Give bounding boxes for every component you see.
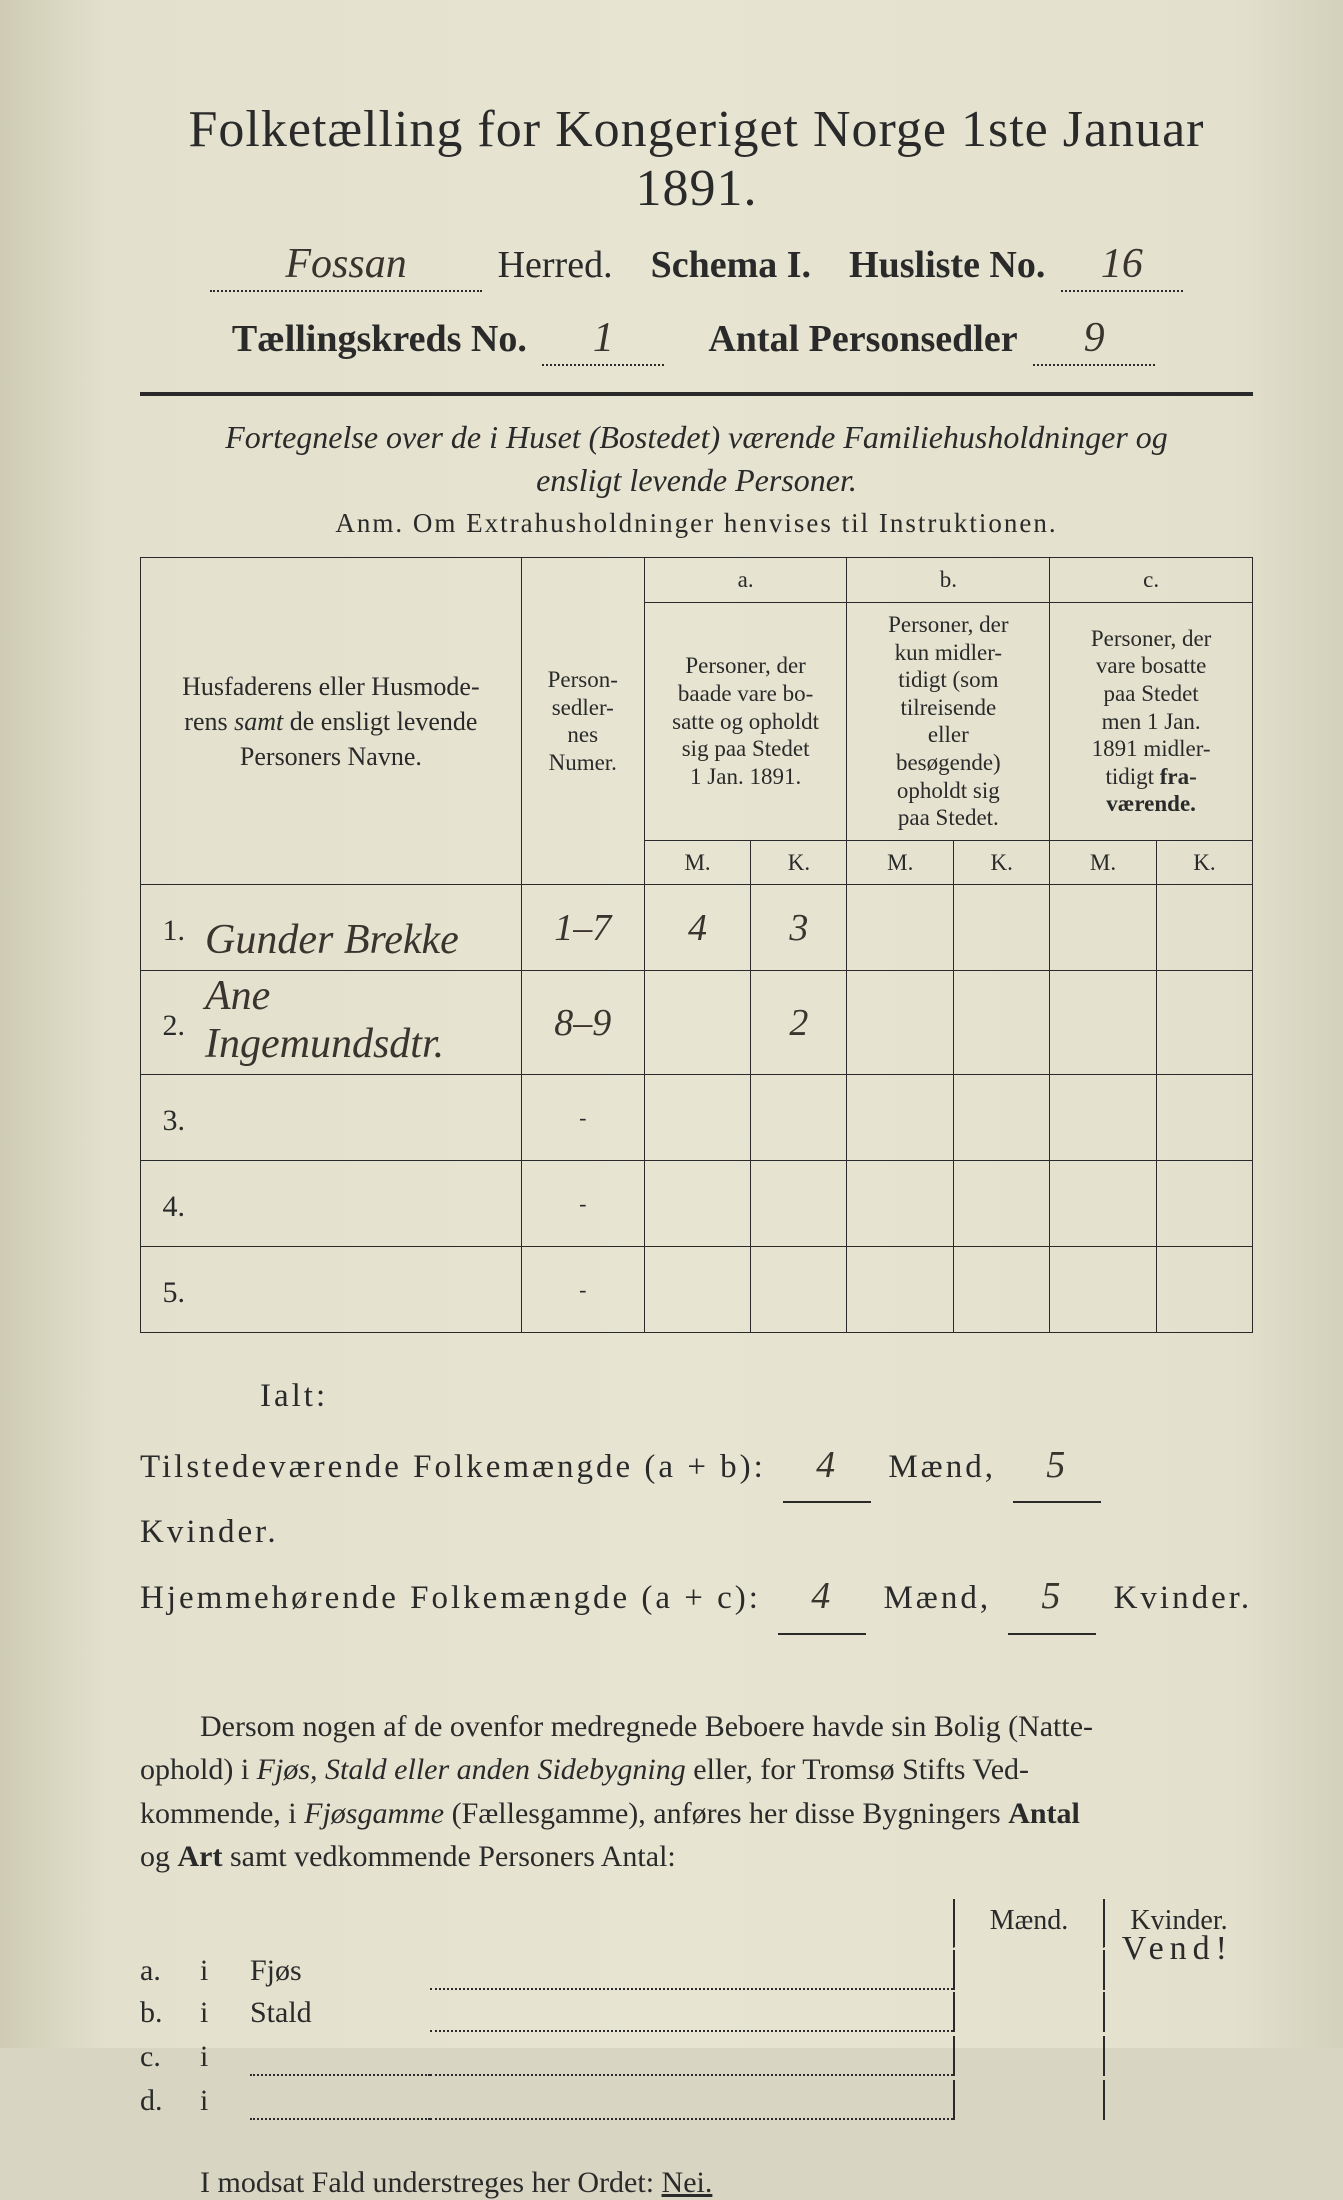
col-c-m: M. xyxy=(1050,840,1157,885)
ac-k: 5 xyxy=(1041,1575,1063,1617)
header-line-herred: Fossan Herred. Schema I. Husliste No. 16 xyxy=(140,240,1253,292)
vend-label: Vend! xyxy=(1122,1930,1233,1968)
herred-value: Fossan xyxy=(285,241,406,287)
household-table-body: 1. Gunder Brekke 1–7 4 3 2. Ane Ingemund… xyxy=(141,885,1253,1333)
col-a-k: K. xyxy=(751,840,847,885)
herred-label: Herred. xyxy=(498,244,613,286)
ab-m: 4 xyxy=(816,1444,838,1486)
col-c-k: K. xyxy=(1156,840,1252,885)
row-name: Gunder Brekke xyxy=(205,917,459,963)
col-a: Personer, derbaade vare bo-satte og opho… xyxy=(672,653,819,788)
husliste-no: 16 xyxy=(1101,241,1143,287)
schema-label: Schema I. xyxy=(651,244,811,286)
header-line-kreds: Tællingskreds No. 1 Antal Personsedler 9 xyxy=(140,314,1253,366)
kreds-no: 1 xyxy=(593,315,614,361)
row-name: Ane Ingemundsdtr. xyxy=(205,973,444,1067)
col-c-letter: c. xyxy=(1050,558,1253,603)
ab-k: 5 xyxy=(1046,1444,1068,1486)
nei-word: Nei. xyxy=(662,2166,713,2199)
table-row: 1. Gunder Brekke 1–7 4 3 xyxy=(141,885,1253,971)
side-building-paragraph: Dersom nogen af de ovenfor medregnede Be… xyxy=(140,1705,1253,1879)
table-row: 4. - xyxy=(141,1161,1253,1247)
page-title: Folketælling for Kongeriget Norge 1ste J… xyxy=(140,100,1253,218)
divider-rule xyxy=(140,392,1253,396)
col-b: Personer, derkun midler-tidigt (somtilre… xyxy=(888,612,1008,830)
household-table: Husfaderens eller Husmode-rens samt de e… xyxy=(140,557,1253,1333)
nei-line: I modsat Fald understreges her Ordet: Ne… xyxy=(140,2166,1253,2200)
table-row: 2. Ane Ingemundsdtr. 8–9 2 xyxy=(141,971,1253,1075)
side-maend: Mænd. xyxy=(953,1899,1103,1948)
side-building-grid: Mænd. Kvinder. a. i Fjøs b. i Stald c. i… xyxy=(140,1899,1253,2120)
col-a-m: M. xyxy=(644,840,751,885)
antal-label: Antal Personsedler xyxy=(708,318,1017,360)
anm-note: Anm. Om Extrahusholdninger henvises til … xyxy=(140,508,1253,539)
kreds-label: Tællingskreds No. xyxy=(232,318,527,360)
ac-m: 4 xyxy=(811,1575,833,1617)
totals-line-ab: Tilstedeværende Folkemængde (a + b): 4 M… xyxy=(140,1431,1253,1563)
table-row: 3. - xyxy=(141,1075,1253,1161)
col-names: Husfaderens eller Husmode-rens samt de e… xyxy=(182,672,479,771)
totals-block: Ialt: Tilstedeværende Folkemængde (a + b… xyxy=(140,1367,1253,1635)
table-row: 5. - xyxy=(141,1247,1253,1333)
husliste-label: Husliste No. xyxy=(849,244,1045,286)
col-c: Personer, dervare bosattepaa Stedetmen 1… xyxy=(1091,626,1211,817)
col-b-m: M. xyxy=(847,840,954,885)
col-numer: Person-sedler-nesNumer. xyxy=(548,667,618,775)
ialt-label: Ialt: xyxy=(260,1367,1253,1426)
col-b-letter: b. xyxy=(847,558,1050,603)
col-b-k: K. xyxy=(954,840,1050,885)
totals-line-ac: Hjemmehørende Folkemængde (a + c): 4 Mæn… xyxy=(140,1562,1253,1634)
antal-value: 9 xyxy=(1084,315,1105,361)
col-a-letter: a. xyxy=(644,558,847,603)
census-form-page: Folketælling for Kongeriget Norge 1ste J… xyxy=(0,0,1343,2048)
subheading: Fortegnelse over de i Huset (Bostedet) v… xyxy=(180,416,1213,502)
